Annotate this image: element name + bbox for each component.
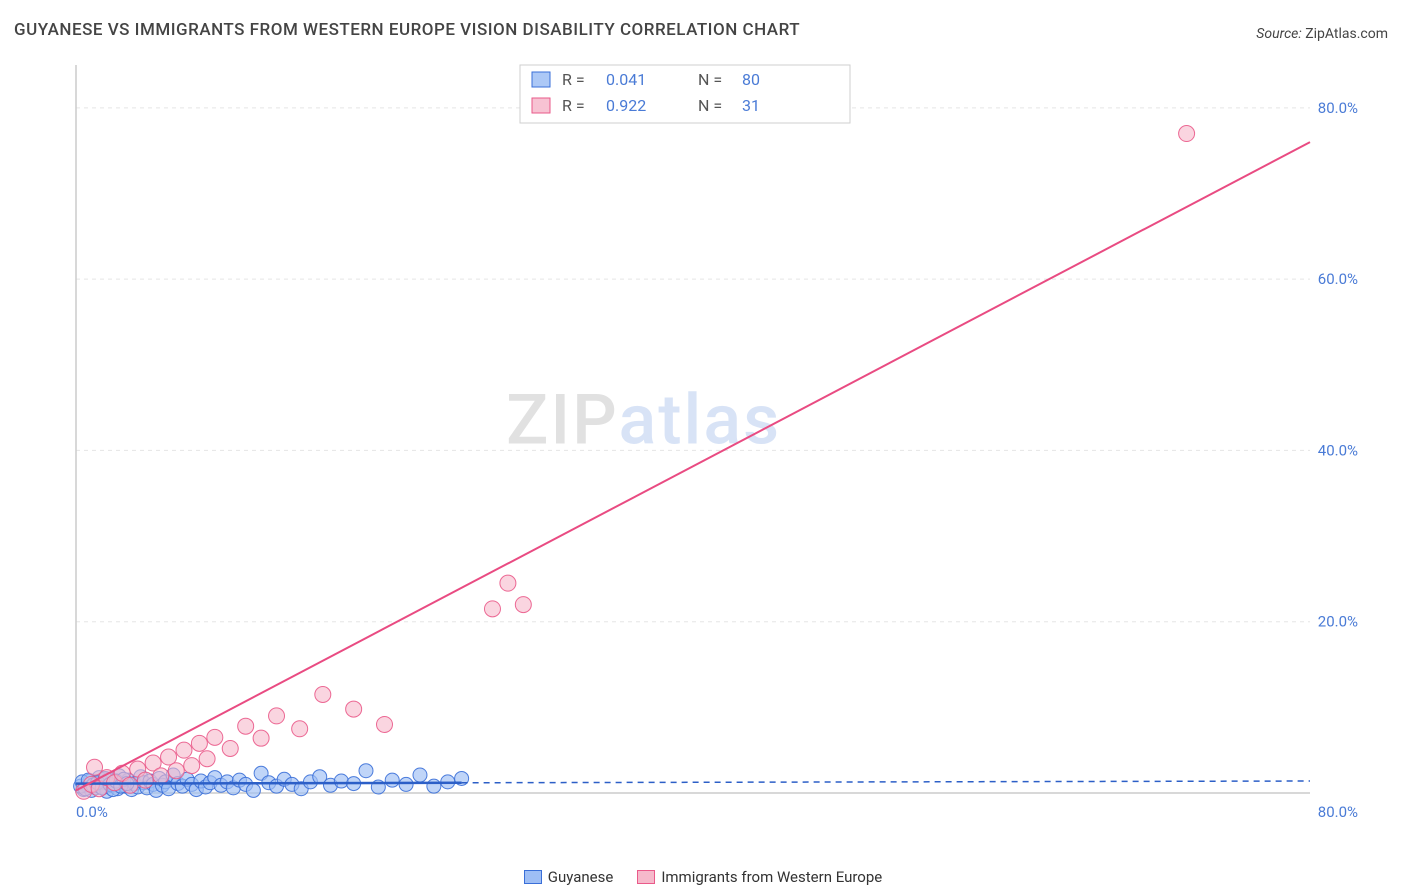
svg-text:80.0%: 80.0% bbox=[1318, 803, 1358, 821]
chart-title: GUYANESE VS IMMIGRANTS FROM WESTERN EURO… bbox=[14, 20, 800, 40]
svg-text:40.0%: 40.0% bbox=[1318, 441, 1358, 459]
svg-text:80.0%: 80.0% bbox=[1318, 99, 1358, 117]
svg-text:R =: R = bbox=[562, 70, 585, 89]
legend-label: Immigrants from Western Europe bbox=[661, 868, 882, 886]
scatter-chart: 20.0% 40.0% 60.0% 80.0% 0.0% 80.0% ZIPatlas R =… bbox=[50, 55, 1390, 845]
svg-text:60.0%: 60.0% bbox=[1318, 270, 1358, 288]
svg-text:N =: N = bbox=[698, 70, 722, 89]
svg-text:20.0%: 20.0% bbox=[1318, 613, 1358, 631]
source-label: Source: bbox=[1256, 26, 1301, 42]
svg-text:N =: N = bbox=[698, 96, 722, 115]
source-value: ZipAtlas.com bbox=[1305, 26, 1388, 42]
svg-text:80: 80 bbox=[742, 70, 760, 89]
chart-area: 20.0% 40.0% 60.0% 80.0% 0.0% 80.0% ZIPatlas R =… bbox=[50, 55, 1390, 845]
legend-item-wewrope: Immigrants from Western Europe bbox=[637, 868, 882, 886]
svg-text:R =: R = bbox=[562, 96, 585, 115]
bottom-legend: Guyanese Immigrants from Western Europe bbox=[0, 868, 1406, 886]
svg-text:31: 31 bbox=[742, 96, 760, 115]
svg-text:0.041: 0.041 bbox=[606, 70, 646, 89]
svg-text:0.0%: 0.0% bbox=[76, 803, 108, 821]
legend-swatch bbox=[524, 870, 542, 884]
svg-text:ZIPatlas: ZIPatlas bbox=[506, 380, 781, 462]
legend-swatch bbox=[637, 870, 655, 884]
legend-item-guyanese: Guyanese bbox=[524, 868, 614, 886]
svg-text:0.922: 0.922 bbox=[606, 96, 646, 115]
legend-label: Guyanese bbox=[548, 868, 614, 886]
source-credit: Source: ZipAtlas.com bbox=[1256, 26, 1388, 42]
